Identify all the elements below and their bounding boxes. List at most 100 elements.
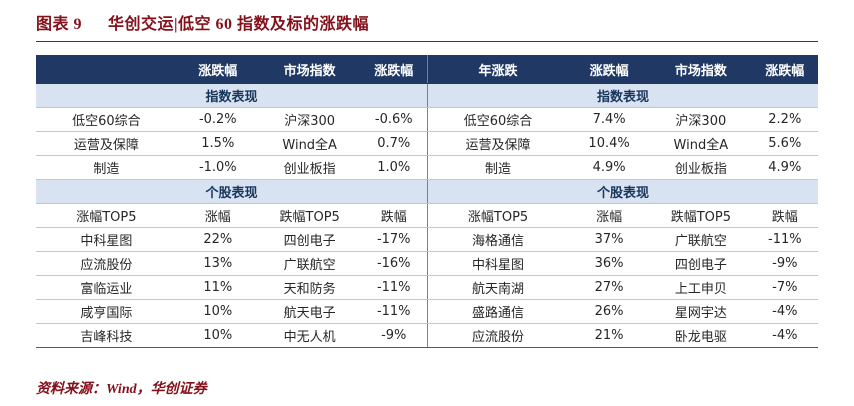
- market-change-cell: -0.6%: [360, 107, 427, 132]
- loser-change-cell: -4%: [751, 323, 818, 348]
- index-change-cell: 4.9%: [568, 155, 651, 180]
- loser-change-cell: -11%: [751, 227, 818, 252]
- subheader-cell: 跌幅: [360, 203, 427, 228]
- gainer-name-cell: 航天南湖: [427, 275, 569, 300]
- market-index-cell: 创业板指: [258, 155, 361, 180]
- loser-name-cell: 航天电子: [258, 299, 361, 324]
- market-change-cell: 1.0%: [360, 155, 427, 180]
- header-cell: [36, 55, 177, 84]
- gainer-name-cell: 咸亨国际: [36, 299, 177, 324]
- loser-name-cell: 天和防务: [258, 275, 361, 300]
- gainer-name-cell: 盛路通信: [427, 299, 569, 324]
- table-row: 富临运业 11% 天和防务 -11%: [36, 275, 427, 300]
- table-row: 咸亨国际 10% 航天电子 -11%: [36, 299, 427, 324]
- loser-change-cell: -11%: [360, 275, 427, 300]
- section-label: 个股表现: [427, 179, 818, 204]
- gainer-name-cell: 中科星图: [427, 251, 569, 276]
- weekly-performance-table: 涨跌幅 市场指数 涨跌幅 指数表现 低空60综合 -0.2% 沪深300 -0.…: [36, 55, 427, 348]
- subheader-cell: 涨幅: [176, 203, 259, 228]
- loser-name-cell: 广联航空: [258, 251, 361, 276]
- header-cell: 涨跌幅: [360, 55, 427, 84]
- gainer-name-cell: 应流股份: [427, 323, 569, 348]
- market-change-cell: 0.7%: [360, 131, 427, 156]
- gainer-name-cell: 应流股份: [36, 251, 177, 276]
- table-row: 盛路通信 26% 星网宇达 -4%: [427, 299, 818, 324]
- index-change-cell: -1.0%: [176, 155, 259, 180]
- table-row: 运营及保障 1.5% Wind全A 0.7%: [36, 131, 427, 156]
- index-change-cell: -0.2%: [176, 107, 259, 132]
- header-cell: 涨跌幅: [751, 55, 818, 84]
- index-change-cell: 1.5%: [176, 131, 259, 156]
- table-header-row: 涨跌幅 市场指数 涨跌幅: [36, 55, 427, 84]
- table-row: 低空60综合 7.4% 沪深300 2.2%: [427, 107, 818, 132]
- subheader-cell: 跌幅TOP5: [258, 203, 361, 228]
- gainer-name-cell: 海格通信: [427, 227, 569, 252]
- gainer-name-cell: 吉峰科技: [36, 323, 177, 348]
- loser-name-cell: 四创电子: [650, 251, 752, 276]
- stock-subheader-row: 涨幅TOP5 涨幅 跌幅TOP5 跌幅: [36, 203, 427, 228]
- section-row: 个股表现: [427, 179, 818, 204]
- gainer-name-cell: 富临运业: [36, 275, 177, 300]
- loser-name-cell: 卧龙电驱: [650, 323, 752, 348]
- performance-tables: 涨跌幅 市场指数 涨跌幅 指数表现 低空60综合 -0.2% 沪深300 -0.…: [36, 55, 818, 348]
- figure-number: 图表 9: [36, 16, 83, 33]
- loser-change-cell: -7%: [751, 275, 818, 300]
- header-cell: 涨跌幅: [568, 55, 651, 84]
- table-row: 低空60综合 -0.2% 沪深300 -0.6%: [36, 107, 427, 132]
- gainer-change-cell: 10%: [176, 299, 259, 324]
- loser-name-cell: 广联航空: [650, 227, 752, 252]
- market-index-cell: 创业板指: [650, 155, 752, 180]
- market-change-cell: 5.6%: [751, 131, 818, 156]
- header-cell: 市场指数: [650, 55, 752, 84]
- loser-change-cell: -9%: [751, 251, 818, 276]
- subheader-cell: 涨幅TOP5: [36, 203, 177, 228]
- gainer-change-cell: 22%: [176, 227, 259, 252]
- section-row: 指数表现: [427, 83, 818, 108]
- loser-name-cell: 四创电子: [258, 227, 361, 252]
- header-cell: 市场指数: [258, 55, 361, 84]
- market-index-cell: 沪深300: [258, 107, 361, 132]
- loser-name-cell: 中无人机: [258, 323, 361, 348]
- subheader-cell: 涨幅: [568, 203, 651, 228]
- table-row: 中科星图 36% 四创电子 -9%: [427, 251, 818, 276]
- gainer-change-cell: 21%: [568, 323, 651, 348]
- table-row: 应流股份 21% 卧龙电驱 -4%: [427, 323, 818, 348]
- table-row: 吉峰科技 10% 中无人机 -9%: [36, 323, 427, 348]
- subheader-cell: 跌幅TOP5: [650, 203, 752, 228]
- gainer-change-cell: 26%: [568, 299, 651, 324]
- gainer-change-cell: 27%: [568, 275, 651, 300]
- table-header-row: 年涨跌 涨跌幅 市场指数 涨跌幅: [427, 55, 818, 84]
- section-row: 个股表现: [36, 179, 427, 204]
- table-row: 海格通信 37% 广联航空 -11%: [427, 227, 818, 252]
- loser-change-cell: -9%: [360, 323, 427, 348]
- index-name-cell: 低空60综合: [427, 107, 569, 132]
- subheader-cell: 跌幅: [751, 203, 818, 228]
- stock-subheader-row: 涨幅TOP5 涨幅 跌幅TOP5 跌幅: [427, 203, 818, 228]
- table-row: 运营及保障 10.4% Wind全A 5.6%: [427, 131, 818, 156]
- table-row: 制造 4.9% 创业板指 4.9%: [427, 155, 818, 180]
- market-change-cell: 2.2%: [751, 107, 818, 132]
- header-cell: 年涨跌: [427, 55, 569, 84]
- header-cell: 涨跌幅: [176, 55, 259, 84]
- index-name-cell: 低空60综合: [36, 107, 177, 132]
- gainer-change-cell: 37%: [568, 227, 651, 252]
- loser-change-cell: -11%: [360, 299, 427, 324]
- market-change-cell: 4.9%: [751, 155, 818, 180]
- section-row: 指数表现: [36, 83, 427, 108]
- loser-change-cell: -4%: [751, 299, 818, 324]
- loser-change-cell: -16%: [360, 251, 427, 276]
- loser-name-cell: 上工申贝: [650, 275, 752, 300]
- subheader-cell: 涨幅TOP5: [427, 203, 569, 228]
- section-label: 指数表现: [36, 83, 427, 108]
- table-row: 制造 -1.0% 创业板指 1.0%: [36, 155, 427, 180]
- section-label: 指数表现: [427, 83, 818, 108]
- loser-change-cell: -17%: [360, 227, 427, 252]
- table-row: 应流股份 13% 广联航空 -16%: [36, 251, 427, 276]
- table-row: 航天南湖 27% 上工申贝 -7%: [427, 275, 818, 300]
- index-name-cell: 制造: [427, 155, 569, 180]
- gainer-change-cell: 11%: [176, 275, 259, 300]
- index-name-cell: 制造: [36, 155, 177, 180]
- loser-name-cell: 星网宇达: [650, 299, 752, 324]
- market-index-cell: Wind全A: [650, 131, 752, 156]
- market-index-cell: 沪深300: [650, 107, 752, 132]
